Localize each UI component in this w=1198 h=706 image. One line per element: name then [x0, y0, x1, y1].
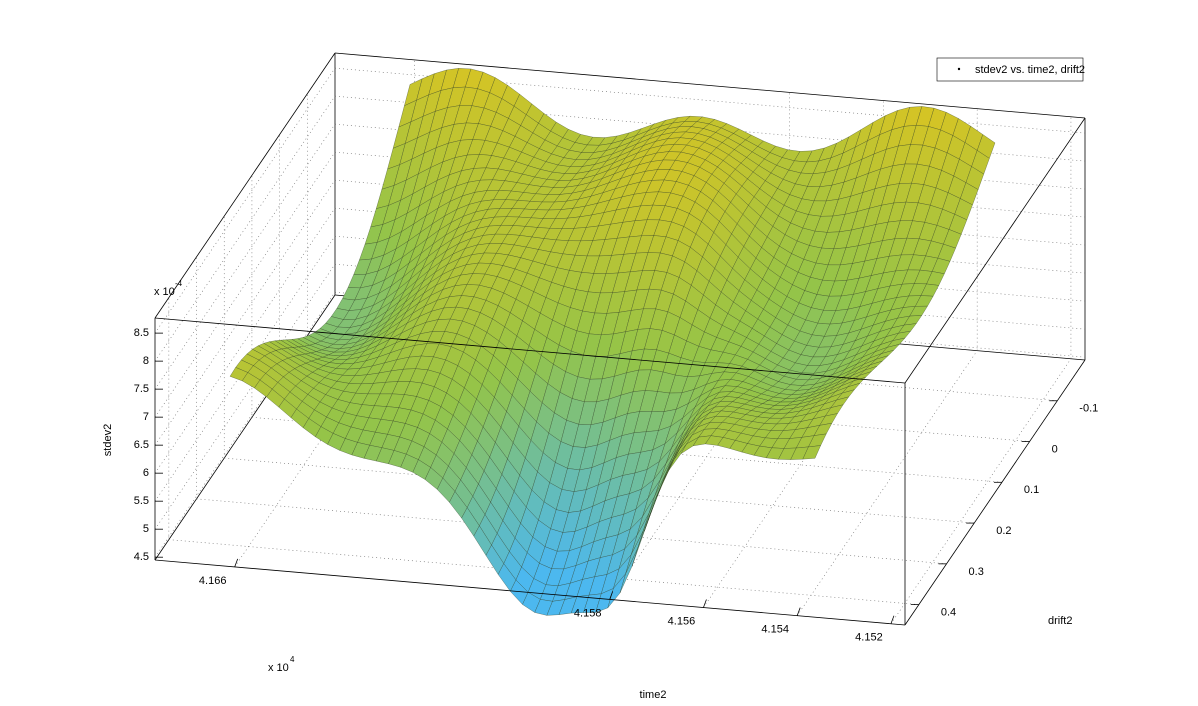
legend-box	[936, 57, 1084, 82]
z-tick-label: 4.5	[134, 551, 149, 563]
y-tick-label: 0.4	[941, 607, 956, 619]
grid-line	[154, 123, 336, 390]
legend-marker	[957, 67, 961, 71]
grid-line	[609, 334, 790, 600]
grid-line	[154, 208, 336, 474]
box-edge	[904, 359, 1086, 626]
z-scale-power: -4	[175, 279, 183, 288]
x-scale-power: 4	[290, 655, 295, 664]
z-tick-label: 6	[143, 467, 149, 479]
z-tick-label: 8	[143, 355, 149, 367]
x-scale-label: x 10	[268, 662, 289, 674]
y-tick-label: 0.2	[996, 525, 1011, 537]
grid-line	[154, 67, 336, 334]
z-scale-label: x 10	[154, 286, 175, 298]
z-axis-label: stdev2	[102, 424, 114, 456]
grid-line	[154, 292, 336, 558]
x-tick	[234, 558, 239, 568]
grid-line	[154, 151, 336, 418]
surface-patch	[802, 445, 822, 460]
x-tick-label: 4.158	[574, 607, 602, 619]
box-edge	[154, 317, 906, 384]
y-tick-label: -0.1	[1079, 403, 1098, 415]
surface	[229, 67, 996, 616]
x-axis-label: time2	[640, 689, 667, 701]
grid-line	[890, 358, 1072, 624]
x-tick	[890, 615, 895, 624]
z-tick-label: 5	[143, 523, 149, 535]
x-tick	[703, 599, 707, 608]
box-edge	[154, 559, 906, 626]
y-tick-label: 0.1	[1024, 484, 1039, 496]
y-axis-label: drift2	[1048, 615, 1072, 627]
z-tick-label: 7.5	[134, 383, 149, 395]
z-tick-label: 8.5	[134, 327, 149, 339]
x-tick	[796, 607, 801, 616]
y-tick-label: 0.3	[969, 566, 984, 578]
box-edge	[154, 52, 336, 319]
x-tick	[609, 591, 614, 600]
grid-line	[154, 264, 336, 530]
z-tick-label: 7	[143, 411, 149, 423]
grid-line	[703, 342, 884, 608]
grid-line	[154, 95, 336, 362]
z-tick-label: 5.5	[134, 495, 149, 507]
legend-text: stdev2 vs. time2, drift2	[975, 64, 1085, 76]
x-tick-label: 4.154	[761, 624, 789, 636]
grid-line	[334, 67, 1086, 134]
z-tick-label: 6.5	[134, 439, 149, 451]
box-edge	[904, 117, 1086, 384]
y-tick-label: 0	[1052, 443, 1058, 455]
legend: stdev2 vs. time2, drift2	[936, 57, 1085, 82]
grid-line	[154, 179, 336, 446]
x-tick-label: 4.156	[668, 615, 696, 627]
x-tick-label: 4.166	[199, 575, 227, 587]
grid-line	[796, 350, 978, 616]
x-tick-label: 4.152	[855, 632, 883, 644]
axes-front: 4.5 5 5.5 6 6.5 7 7.5 8 8.5 4.152 4.154 4.156 4.158 4…	[134, 117, 1098, 644]
box-edge	[334, 52, 1086, 119]
